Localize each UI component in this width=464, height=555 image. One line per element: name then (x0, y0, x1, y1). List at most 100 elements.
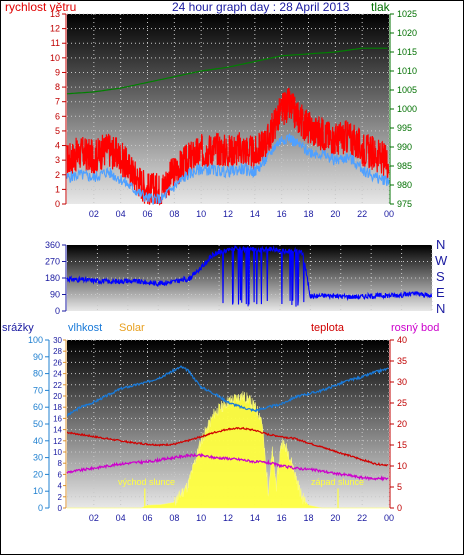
wind-tick-label: 1 (55, 184, 60, 194)
wind-tick-label: 4 (55, 141, 60, 151)
solar-tick-label: 4 (58, 482, 63, 491)
temp-tick-label: 40 (397, 335, 407, 345)
rain-tick-label: 50 (33, 419, 43, 429)
pressure-tick-label: 1025 (397, 9, 417, 19)
rain-tick-label: 70 (33, 385, 43, 395)
wind-tick-label: 10 (50, 53, 60, 63)
temperature-line (67, 426, 389, 467)
temp-tick-label: 35 (397, 356, 407, 366)
pressure-tick-label: 990 (397, 142, 412, 152)
pressure-tick-label: 980 (397, 180, 412, 190)
temp-tick-label: 30 (397, 377, 407, 387)
wind-average-line (66, 133, 390, 205)
dewpoint-label: rosný bod (391, 322, 440, 334)
direction-tick-label: 180 (45, 273, 60, 283)
x-tick-label: 00 (384, 513, 394, 523)
x-tick-label: 18 (303, 513, 313, 523)
pressure-line (66, 47, 388, 95)
wind-tick-label: 5 (55, 126, 60, 136)
x-tick-label: 06 (142, 513, 152, 523)
direction-tick-label: 270 (45, 257, 60, 267)
x-tick-label: 04 (116, 209, 126, 219)
rain-label: srážky (2, 322, 34, 334)
x-tick-label: 12 (223, 513, 233, 523)
solar-tick-label: 8 (58, 459, 63, 468)
wind-tick-label: 12 (50, 24, 60, 34)
pressure-tick-label: 1020 (397, 28, 417, 38)
solar-tick-label: 26 (53, 358, 62, 367)
x-tick-label: 08 (169, 513, 179, 523)
solar-tick-label: 30 (53, 336, 62, 345)
pressure-tick-label: 1000 (397, 104, 417, 114)
solar-tick-label: 10 (53, 448, 62, 457)
rain-tick-label: 20 (33, 469, 43, 479)
x-tick-label: 16 (277, 513, 287, 523)
rain-tick-label: 80 (33, 369, 43, 379)
direction-tick-label: 90 (50, 290, 60, 300)
rain-tick-label: 10 (33, 486, 43, 496)
wind-direction-line (66, 244, 433, 307)
wind-tick-label: 3 (55, 155, 60, 165)
solar-tick-label: 16 (53, 414, 62, 423)
rain-tick-label: 100 (28, 335, 43, 345)
solar-tick-label: 22 (53, 381, 62, 390)
page-title: 24 hour graph day : 28 April 2013 (172, 0, 350, 14)
pressure-tick-label: 1015 (397, 47, 417, 57)
pressure-label: tlak (371, 0, 390, 14)
x-tick-label: 20 (330, 513, 340, 523)
x-tick-label: 22 (357, 209, 367, 219)
wind-tick-label: 11 (51, 38, 60, 48)
dir-label-e: E (436, 285, 445, 300)
dir-label-n-bottom: N (436, 301, 446, 316)
pressure-tick-label: 1010 (397, 66, 417, 76)
pressure-tick-label: 985 (397, 161, 412, 171)
solar-tick-label: 2 (58, 493, 63, 502)
x-tick-label: 02 (89, 209, 99, 219)
x-tick-label: 22 (357, 513, 367, 523)
rain-tick-label: 60 (33, 402, 43, 412)
pressure-tick-label: 975 (397, 199, 412, 209)
rain-tick-label: 90 (33, 352, 43, 362)
temp-tick-label: 25 (397, 398, 407, 408)
x-tick-label: 10 (196, 513, 206, 523)
wind-tick-label: 0 (55, 199, 60, 209)
x-tick-label: 20 (330, 209, 340, 219)
x-tick-label: 12 (223, 209, 233, 219)
solar-label: Solar (119, 322, 145, 334)
rain-tick-label: 40 (33, 436, 43, 446)
wind-tick-label: 6 (55, 111, 60, 121)
pressure-tick-label: 1005 (397, 85, 417, 95)
temp-tick-label: 20 (397, 419, 407, 429)
x-tick-label: 02 (89, 513, 99, 523)
x-tick-label: 10 (196, 209, 206, 219)
dir-label-n-top: N (436, 237, 446, 252)
temp-tick-label: 5 (397, 482, 402, 492)
pressure-tick-label: 995 (397, 123, 412, 133)
wind-tick-label: 2 (55, 170, 60, 180)
humidity-line (66, 365, 389, 417)
solar-area (67, 391, 389, 509)
dir-label-s: S (436, 269, 445, 284)
direction-tick-label: 0 (55, 306, 60, 316)
dewpoint-line (66, 452, 389, 482)
temp-tick-label: 0 (397, 503, 402, 513)
rain-tick-label: 0 (38, 503, 43, 513)
solar-tick-label: 6 (58, 470, 63, 479)
wind-tick-label: 8 (55, 82, 60, 92)
wind-tick-label: 9 (55, 67, 60, 77)
temp-tick-label: 15 (397, 440, 407, 450)
x-tick-label: 04 (116, 513, 126, 523)
solar-tick-label: 0 (58, 504, 63, 513)
sunrise-annotation: východ slunce (118, 477, 176, 487)
x-tick-label: 08 (169, 209, 179, 219)
solar-tick-label: 20 (53, 392, 62, 401)
x-tick-label: 16 (277, 209, 287, 219)
wind-tick-label: 13 (50, 9, 60, 19)
temperature-label: teplota (311, 322, 345, 334)
x-tick-label: 00 (384, 209, 394, 219)
rain-tick-label: 30 (33, 453, 43, 463)
solar-tick-label: 12 (53, 437, 62, 446)
temp-tick-label: 10 (397, 461, 407, 471)
solar-tick-label: 28 (53, 347, 62, 356)
sunset-annotation: západ slunce (311, 477, 365, 487)
